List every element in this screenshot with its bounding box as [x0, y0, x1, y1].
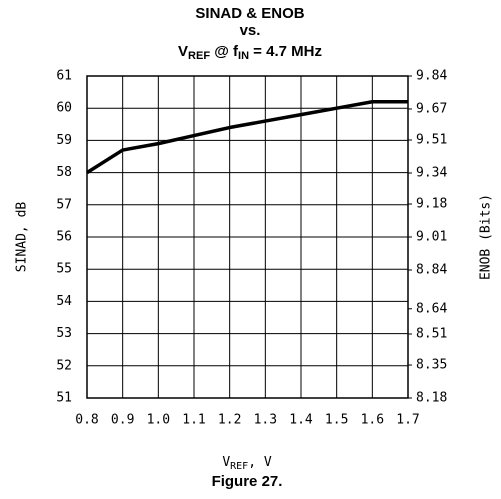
x-tick-label: 1.5: [325, 413, 348, 428]
y-tick-label: 52: [56, 358, 72, 373]
data-line: [86, 100, 408, 175]
x-tick-label: 0.9: [111, 413, 134, 428]
y2-tick-label: 8.51: [416, 326, 447, 341]
y2-tick-label: 9.51: [416, 133, 447, 148]
x-tick-label: 1.6: [361, 413, 384, 428]
y-tick-label: 60: [56, 101, 72, 116]
y2-tick-label: 9.34: [416, 165, 447, 180]
x-label-part: V: [222, 455, 230, 470]
title-part: REF: [188, 50, 210, 62]
x-tick-label: 1.0: [147, 413, 170, 428]
x-axis-label: VREF, V: [222, 455, 272, 473]
chart-title: VREF @ fIN = 4.7 MHz: [178, 43, 322, 62]
y-tick-label: 55: [56, 262, 72, 277]
y2-tick-label: 8.18: [416, 391, 447, 406]
y-axis-label: SINAD, dB: [15, 202, 30, 273]
x-tick-label: 1.2: [218, 413, 241, 428]
x-label-part: REF: [230, 461, 248, 472]
y2-axis-label: ENOB (Bits): [479, 194, 494, 280]
title-part: IN: [238, 50, 249, 62]
y-tick-label: 53: [56, 326, 72, 341]
y2-tick-label: 9.84: [416, 69, 447, 84]
y2-tick-label: 8.35: [416, 358, 447, 373]
y-tick-label: 59: [56, 133, 72, 148]
y-tick-label: 61: [56, 69, 72, 84]
y2-tick-label: 8.64: [416, 301, 447, 316]
x-tick-label: 1.1: [182, 413, 205, 428]
chart-title: vs.: [240, 22, 261, 39]
chart-title: SINAD & ENOB: [195, 5, 304, 22]
x-label-part: , V: [248, 455, 272, 470]
y-tick-label: 54: [56, 294, 72, 309]
title-part: = 4.7 MHz: [249, 43, 322, 60]
title-part: V: [178, 43, 188, 60]
y-tick-label: 56: [56, 230, 72, 245]
x-tick-label: 1.4: [289, 413, 313, 428]
x-tick-label: 0.8: [75, 413, 98, 428]
y2-tick-label: 8.84: [416, 262, 447, 277]
y-tick-label: 51: [56, 391, 72, 406]
y2-tick-label: 9.18: [416, 197, 447, 212]
plot-frame: [86, 75, 409, 399]
x-tick-label: 1.7: [396, 413, 419, 428]
x-tick-label: 1.3: [254, 413, 277, 428]
y2-tick-label: 9.67: [416, 101, 447, 116]
y2-tick-label: 9.01: [416, 230, 447, 245]
caption: Figure 27.: [212, 473, 283, 490]
y-tick-label: 57: [56, 197, 72, 212]
y-tick-label: 58: [56, 165, 72, 180]
title-part: @ f: [210, 43, 239, 60]
